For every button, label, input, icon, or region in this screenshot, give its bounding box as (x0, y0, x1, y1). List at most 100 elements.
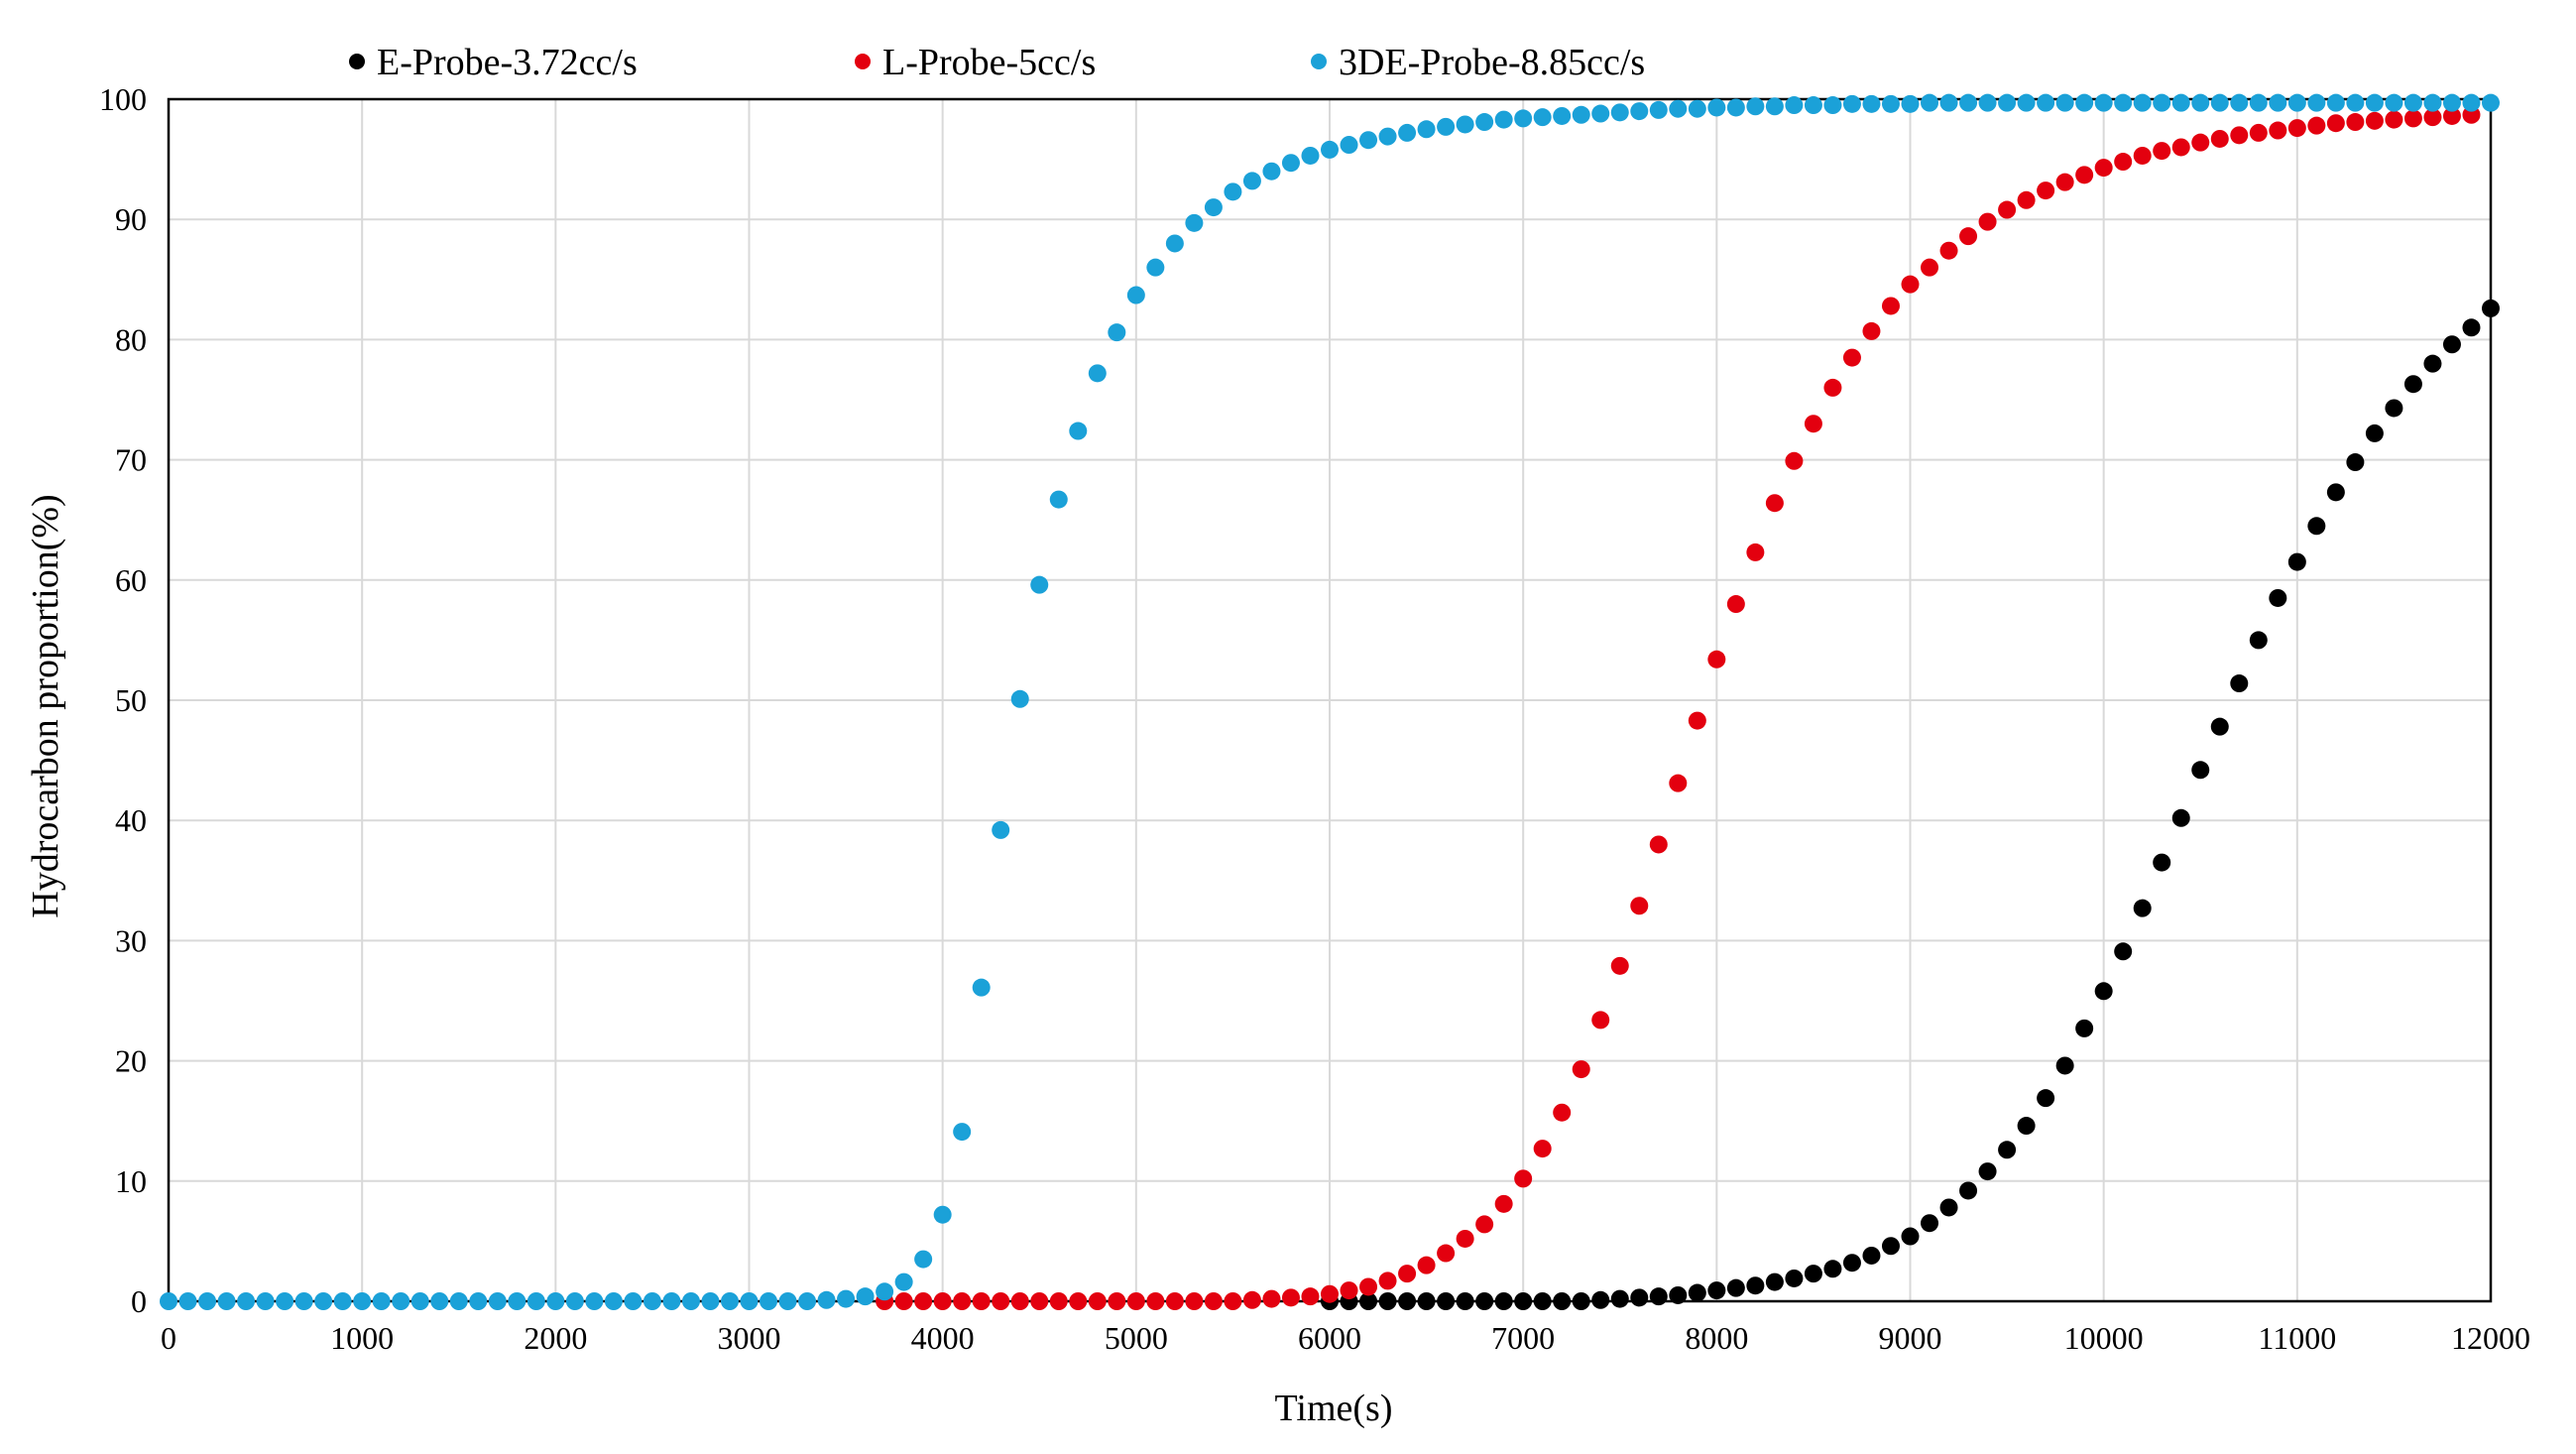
data-point (1998, 93, 2017, 112)
data-point (1921, 93, 1939, 112)
data-point (662, 1292, 681, 1310)
data-point (2153, 93, 2171, 112)
data-point (798, 1292, 817, 1310)
data-point (1281, 154, 1300, 173)
data-point (1572, 1292, 1590, 1310)
data-point (1359, 1277, 1378, 1296)
data-point (1417, 120, 1436, 139)
data-point (1707, 1281, 1726, 1300)
data-point (2171, 93, 2190, 112)
data-point (1610, 956, 1629, 975)
data-point (1862, 1246, 1881, 1265)
data-point (392, 1292, 410, 1310)
x-tick-label: 4000 (911, 1320, 975, 1356)
data-point (1514, 1292, 1533, 1310)
data-point (1340, 136, 1358, 155)
data-point (1417, 1292, 1436, 1310)
data-point (1030, 575, 1049, 594)
data-point (1242, 172, 1261, 190)
data-point (2442, 106, 2461, 125)
data-point (2153, 142, 2171, 161)
data-point (294, 1292, 313, 1310)
data-point (2094, 93, 2113, 112)
data-point (1707, 650, 1726, 668)
x-tick-label: 11000 (2258, 1320, 2336, 1356)
legend-marker (855, 54, 871, 69)
data-point (527, 1292, 545, 1310)
data-point (2017, 190, 2036, 209)
x-tick-label: 8000 (1685, 1320, 1748, 1356)
data-point (2346, 113, 2365, 132)
data-point (1649, 835, 1668, 854)
data-point (624, 1292, 643, 1310)
data-point (2094, 159, 2113, 178)
data-point (1630, 897, 1649, 915)
data-point (1049, 490, 1068, 509)
data-point (1437, 1292, 1456, 1310)
data-point (2307, 93, 2326, 112)
data-point (681, 1292, 700, 1310)
data-point (1572, 1060, 1590, 1079)
y-tick-label: 60 (115, 562, 147, 598)
legend: E-Probe-3.72cc/s L-Probe-5cc/s 3DE-Probe-8… (349, 42, 1645, 83)
data-point (2269, 588, 2287, 607)
data-point (914, 1292, 933, 1310)
data-point (2385, 399, 2403, 418)
data-point (2442, 335, 2461, 354)
data-point (1959, 93, 1978, 112)
data-point (2037, 93, 2055, 112)
x-tick-label: 1000 (330, 1320, 394, 1356)
data-point (198, 1292, 217, 1310)
data-point (372, 1292, 391, 1310)
data-point (2326, 483, 2345, 502)
data-point (2037, 1089, 2055, 1108)
legend-label: 3DE-Probe-8.85cc/s (1339, 42, 1645, 83)
data-point (1514, 1169, 1533, 1188)
data-point (2423, 93, 2442, 112)
data-point (2403, 109, 2422, 128)
data-point (1921, 258, 1939, 277)
data-point (894, 1292, 913, 1310)
x-axis-title: Time(s) (1275, 1388, 1393, 1429)
data-point (1862, 321, 1881, 340)
data-point (1746, 543, 1765, 561)
data-point (2462, 318, 2481, 337)
data-point (1862, 94, 1881, 113)
data-point (2269, 121, 2287, 140)
data-point (2017, 93, 2036, 112)
data-point (276, 1292, 294, 1310)
data-point (410, 1292, 429, 1310)
data-point (1185, 213, 1204, 232)
data-point (2230, 93, 2249, 112)
data-point (1726, 595, 1745, 614)
data-point (1785, 1269, 1804, 1287)
data-point (2385, 110, 2403, 129)
data-point (1108, 323, 1126, 342)
data-point (2191, 93, 2210, 112)
x-tick-label: 7000 (1491, 1320, 1555, 1356)
data-point (1378, 1292, 1397, 1310)
data-point (1165, 234, 1184, 253)
legend-item: E-Probe-3.72cc/s (349, 42, 638, 83)
data-point (1030, 1292, 1049, 1310)
data-point (2385, 93, 2403, 112)
data-point (1398, 123, 1417, 142)
data-point (1108, 1292, 1126, 1310)
data-point (1456, 1229, 1474, 1248)
data-point (2133, 93, 2152, 112)
data-point (2326, 93, 2345, 112)
data-point (2365, 424, 2384, 442)
data-point (1649, 1287, 1668, 1306)
data-point (953, 1123, 972, 1142)
data-point (1823, 96, 1842, 115)
y-tick-label: 40 (115, 802, 147, 838)
data-point (1340, 1281, 1358, 1300)
data-point (2269, 93, 2287, 112)
data-point (1804, 96, 1822, 115)
data-point (2210, 129, 2229, 148)
data-point (1669, 1285, 1688, 1304)
data-point (1842, 94, 1861, 113)
data-point (1069, 422, 1088, 440)
data-point (1572, 105, 1590, 124)
data-point (1185, 1292, 1204, 1310)
